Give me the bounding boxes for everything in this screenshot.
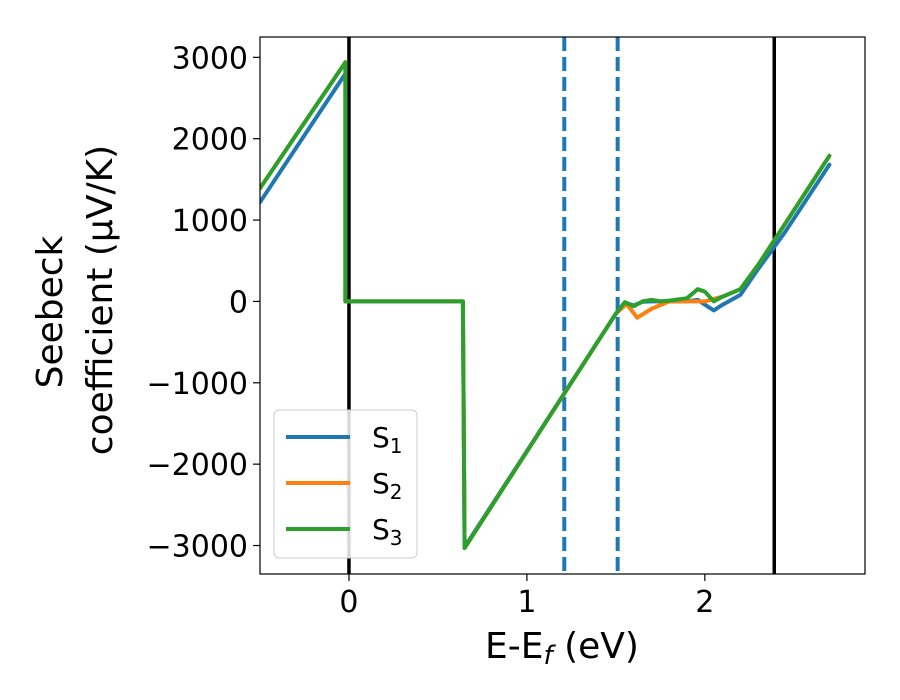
- legend-label-S3: S3: [372, 513, 403, 550]
- x-tick-label: 2: [695, 585, 714, 620]
- series-line-S3: [260, 60, 832, 550]
- legend-label-S1: S1: [372, 421, 403, 458]
- x-axis-ticks: 0 1 2: [339, 574, 714, 620]
- y-tick-label: −2000: [147, 448, 248, 483]
- y-tick-label: −1000: [147, 367, 248, 402]
- x-tick-label: 1: [517, 585, 536, 620]
- plot-frame: [259, 36, 866, 575]
- series-lines: [260, 60, 832, 550]
- y-tick-label: 0: [229, 285, 248, 320]
- y-tick-label: 3000: [172, 41, 248, 76]
- legend: S1 S2 S3: [273, 409, 418, 559]
- y-tick-label: 2000: [172, 123, 248, 158]
- legend-label-S2: S2: [372, 467, 403, 504]
- y-tick-label: 1000: [172, 204, 248, 239]
- y-tick-label: −3000: [147, 530, 248, 565]
- x-tick-label: 0: [339, 585, 358, 620]
- y-axis-title-line2: coefficient (μV/K): [80, 145, 121, 455]
- x-axis-title: E-Ef (eV): [485, 626, 639, 671]
- y-axis-ticks: −3000 −2000 −1000 0 1000 2000 3000: [147, 41, 260, 565]
- y-axis-title-line1: Seebeck: [30, 235, 71, 388]
